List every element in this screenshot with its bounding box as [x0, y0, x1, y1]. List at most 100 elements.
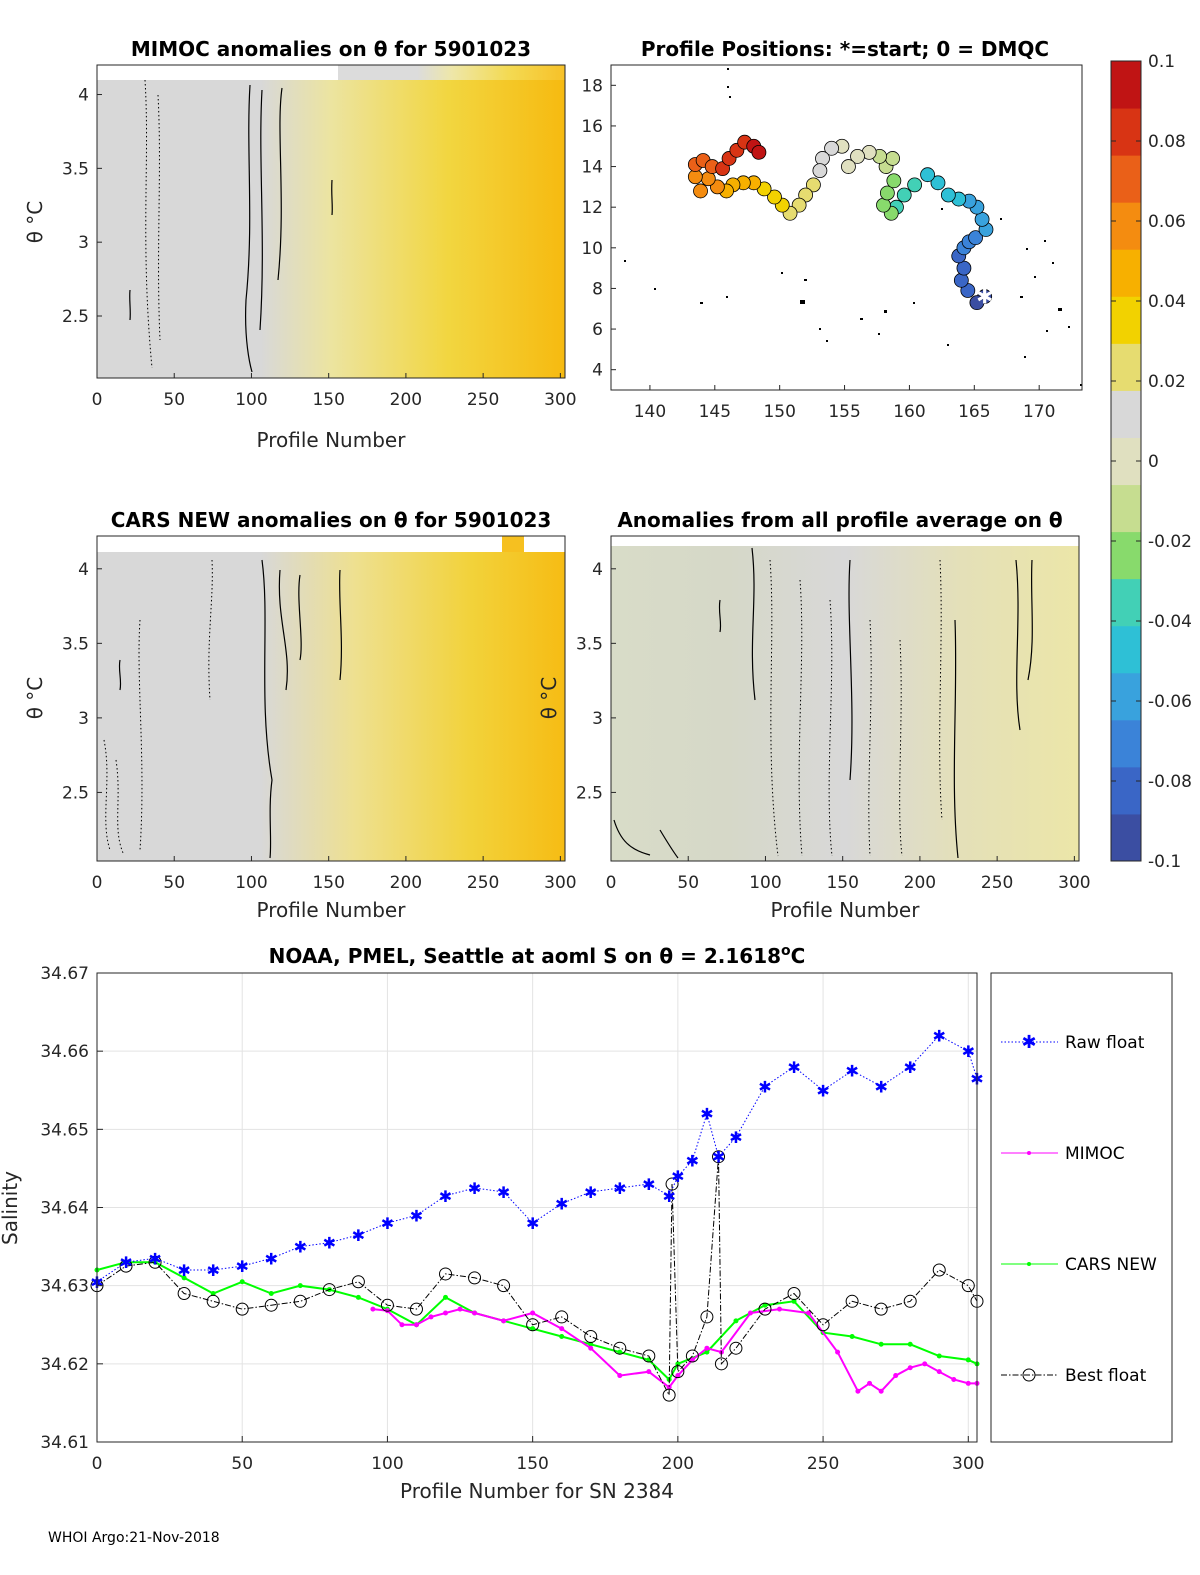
cars-point	[181, 1275, 187, 1281]
best-float-point	[497, 1279, 511, 1293]
cars-point	[617, 1349, 623, 1355]
legend-label-raw: Raw float	[1065, 1033, 1145, 1053]
mimoc-point	[370, 1306, 376, 1312]
raw-float-point: ✱	[816, 1081, 829, 1100]
best-float-point	[177, 1286, 191, 1300]
best-float-point	[714, 1357, 728, 1371]
x-tick-label: 165	[958, 402, 990, 422]
legend-best: Best float	[1001, 1366, 1147, 1386]
colorbar-band	[1111, 296, 1141, 344]
legend-raw: ✱ Raw float	[1001, 1032, 1145, 1053]
best-float-point	[380, 1298, 394, 1312]
y-tick-label: 12	[581, 198, 603, 218]
cars-contours	[118, 559, 343, 859]
cars-point	[239, 1279, 245, 1285]
profile-position-marker	[751, 144, 767, 160]
best-float-point	[662, 1388, 676, 1402]
series-raw: ✱✱ ✱✱ ✱ ✱ ✱✱ ✱ ✱✱ ✱✱ ✱ ✱✱✱✱ ✱ ✱✱✱✱✱✱✱✱✱✱✱✱✱✱✱✱	[90, 1027, 983, 1292]
colorbar-band	[1111, 343, 1141, 391]
mimoc-point	[384, 1308, 390, 1314]
raw-float-point: ✱	[119, 1253, 132, 1272]
cars-axes	[96, 535, 566, 862]
salinity-chart: NOAA, PMEL, Seattle at aoml S on θ = 2.1…	[0, 943, 1173, 1503]
raw-float-point: ✱	[700, 1105, 713, 1124]
mimoc-point	[855, 1388, 861, 1394]
cars-anomaly-spike	[502, 536, 524, 552]
best-float-point	[787, 1286, 801, 1300]
best-float-point	[845, 1294, 859, 1308]
best-float-point	[409, 1302, 423, 1316]
legend: ✱ Raw float MIMOC CARS NEW Best float	[990, 972, 1173, 1443]
cars-point	[704, 1349, 710, 1355]
y-tick-label: 4	[592, 560, 603, 580]
positions-axes	[610, 64, 1083, 391]
mimoc-point	[666, 1384, 672, 1390]
mimoc-point	[951, 1376, 957, 1382]
y-tick-label: 2.5	[62, 783, 89, 803]
mimoc-point	[588, 1345, 594, 1351]
salinity-x-tick-label: 150	[516, 1454, 548, 1474]
salinity-y-tick-label: 34.61	[40, 1433, 89, 1453]
y-tick-label: 6	[592, 320, 603, 340]
best-float-point	[351, 1275, 365, 1289]
allavg-yticks: 4 3.5 3 2.5	[576, 560, 616, 803]
y-tick-label: 2.5	[576, 783, 603, 803]
mimoc-point	[747, 1310, 753, 1316]
colorbar: 0.1 0.08 0.06 0.04 0.02 0 -0.02 -0.04 -0.06 -0.08…	[1110, 52, 1192, 872]
salinity-xlabel: Profile Number for SN 2384	[400, 1479, 674, 1503]
best-float-point	[874, 1302, 888, 1316]
series-mimoc-line	[372, 1308, 977, 1393]
series-cars	[94, 1259, 980, 1382]
colorbar-tick-label: -0.02	[1148, 532, 1192, 552]
x-tick-label: 170	[1023, 402, 1055, 422]
colorbar-tick-label: 0.02	[1148, 372, 1186, 392]
profile-position-marker	[896, 187, 912, 203]
colorbar-tick-label: 0.1	[1148, 52, 1175, 72]
profile-position-marker	[812, 163, 828, 179]
allavg-xlabel: Profile Number	[771, 898, 921, 922]
salinity-x-tick-label: 300	[952, 1454, 984, 1474]
cars-point	[733, 1318, 739, 1324]
x-tick-label: 200	[390, 390, 422, 410]
colorbar-tick-label: -0.08	[1148, 772, 1192, 792]
salinity-grid	[96, 972, 977, 1443]
best-float-point	[665, 1177, 679, 1191]
raw-float-point: ✱	[410, 1206, 423, 1225]
raw-float-point: ✱	[526, 1214, 539, 1233]
x-tick-label: 50	[163, 873, 185, 893]
profile-position-marker	[930, 175, 946, 191]
raw-float-point: ✱	[903, 1058, 916, 1077]
series-mimoc	[370, 1306, 980, 1394]
allavg-contours	[613, 547, 1033, 859]
colorbar-tick-label: 0.06	[1148, 212, 1186, 232]
best-float-point	[712, 1150, 726, 1164]
mimoc-point	[907, 1365, 913, 1371]
mimoc-point	[501, 1318, 507, 1324]
colorbar-band	[1111, 108, 1141, 156]
colorbar-tick-label: 0.08	[1148, 132, 1186, 152]
raw-float-point: ✱	[874, 1077, 887, 1096]
profile-position-marker	[693, 183, 708, 199]
x-tick-label: 150	[763, 402, 795, 422]
positions-scatter-dots	[624, 68, 1082, 386]
profile-position-marker	[953, 272, 969, 288]
mimoc-point	[922, 1361, 928, 1367]
salinity-y-tick-label: 34.63	[40, 1277, 89, 1297]
cars-point	[675, 1361, 681, 1367]
x-tick-label: 100	[235, 390, 267, 410]
best-float-point	[264, 1298, 278, 1312]
legend-label-cars: CARS NEW	[1065, 1255, 1157, 1275]
raw-float-point: ✱	[497, 1183, 510, 1202]
mimoc-point	[428, 1314, 434, 1320]
x-tick-label: 250	[467, 873, 499, 893]
profile-position-marker	[824, 140, 839, 156]
mimoc-point	[443, 1310, 449, 1316]
positions-panel: Profile Positions: *=start; 0 = DMQC ✱ 1…	[581, 37, 1083, 422]
x-tick-label: 300	[1058, 873, 1090, 893]
colorbar-ticks: 0.1 0.08 0.06 0.04 0.02 0 -0.02 -0.04 -0.06 -0.08…	[1111, 52, 1192, 872]
x-tick-label: 50	[677, 873, 699, 893]
profile-position-marker	[767, 189, 782, 205]
best-float-point	[961, 1279, 975, 1293]
salinity-y-tick-label: 34.66	[40, 1042, 89, 1062]
raw-float-point: ✱	[468, 1179, 481, 1198]
